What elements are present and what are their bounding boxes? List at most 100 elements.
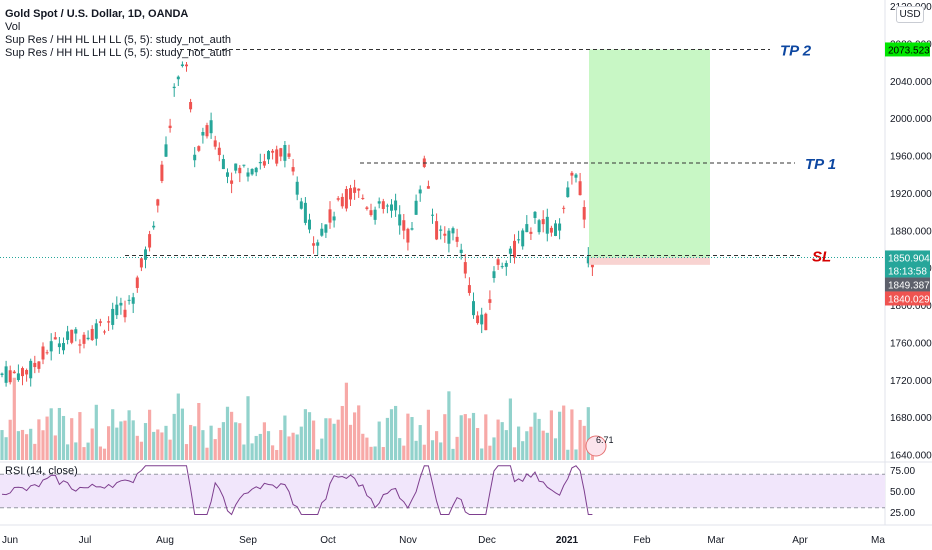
volume-bar [422, 444, 426, 460]
volume-badge: 6.71 [596, 435, 614, 445]
candle-body [90, 328, 94, 341]
volume-bar [135, 435, 139, 460]
candle-body [447, 230, 451, 244]
volume-bar [447, 391, 451, 460]
y-tick-label: 1920.000 [890, 189, 932, 200]
candle-body [537, 220, 541, 233]
candle-body [82, 334, 86, 344]
volume-bar [361, 433, 365, 460]
candle-body [361, 197, 365, 199]
volume-bar [25, 434, 29, 460]
candle-body [107, 321, 111, 323]
candle-body [480, 314, 484, 325]
candle-body [488, 299, 492, 303]
candle-body [303, 202, 307, 223]
volume-bar [463, 414, 467, 460]
candle-body [262, 161, 266, 166]
rsi-legend[interactable]: RSI (14, close) [5, 465, 78, 477]
candle-body [390, 204, 393, 211]
candle-body [0, 373, 4, 375]
candle-body [394, 200, 398, 211]
price-badge-label: 1850.904 [888, 253, 930, 264]
candle-body [578, 181, 582, 196]
volume-bar [500, 422, 504, 460]
volume-bar [53, 435, 57, 460]
volume-bar [275, 449, 279, 460]
candle-body [574, 174, 578, 178]
volume-bar [225, 406, 230, 460]
volume-bar [127, 410, 131, 460]
candle-body [189, 102, 193, 110]
x-tick-label: Aug [156, 535, 174, 546]
candle-body [476, 315, 480, 324]
candle-body [230, 180, 234, 184]
candle-body [529, 231, 533, 234]
volume-bar [336, 419, 340, 460]
candle-body [496, 259, 500, 265]
volume-bar [353, 412, 357, 460]
candle-body [381, 201, 385, 209]
candle-body [135, 277, 139, 288]
candle-body [582, 207, 586, 220]
volume-bar [582, 425, 586, 460]
volume-bar [221, 422, 225, 460]
candle-body [455, 236, 459, 242]
candle-body [459, 249, 463, 253]
candle-body [209, 120, 213, 134]
candle-body [504, 262, 508, 267]
candle-body [439, 229, 443, 231]
x-tick-label: Nov [399, 535, 417, 546]
x-tick-label: Mar [707, 535, 725, 546]
candle-body [238, 167, 242, 174]
x-tick-label: Apr [792, 535, 808, 546]
volume-bar [82, 447, 86, 460]
volume-bar [344, 382, 348, 460]
candle-body [131, 297, 135, 304]
candle-body [78, 344, 82, 346]
volume-bar [451, 448, 455, 460]
y-tick-label: 1720.000 [890, 376, 932, 387]
volume-bar [381, 447, 385, 460]
candle-body [373, 209, 377, 220]
volume-bar [230, 411, 234, 460]
volume-bar [418, 425, 422, 460]
volume-bar [529, 426, 533, 460]
currency-button[interactable]: USD [896, 6, 924, 23]
volume-bar [484, 414, 488, 460]
price-badge [885, 250, 930, 265]
volume-bar [115, 427, 119, 460]
legend-symbol-title[interactable]: Gold Spot / U.S. Dollar, 1D, OANDA [5, 8, 189, 20]
candle-body [291, 167, 295, 172]
candle-body [172, 86, 176, 89]
rsi-tick-label: 50.00 [890, 487, 915, 498]
volume-bar [492, 437, 496, 460]
candle-body [86, 337, 90, 340]
legend-study-2[interactable]: Sup Res / HH HL LH LL (5, 5): study_not_… [5, 47, 232, 59]
volume-bar [168, 439, 172, 460]
candle-body [299, 201, 303, 209]
volume-bar [271, 445, 275, 460]
volume-bar [512, 447, 517, 460]
candle-body [156, 199, 160, 206]
candle-body [562, 207, 566, 209]
volume-bar [184, 444, 189, 460]
rsi-band [0, 474, 885, 508]
candle-body [349, 188, 352, 200]
volume-bar [172, 413, 176, 460]
volume-bar [70, 418, 74, 460]
candle-body [217, 147, 221, 156]
candle-body [558, 223, 562, 231]
price-badge-label: 1849.387 [888, 280, 930, 291]
legend-study-1[interactable]: Sup Res / HH HL LH LL (5, 5): study_not_… [5, 34, 232, 46]
y-tick-label: 1960.000 [890, 152, 932, 163]
volume-bar [45, 416, 49, 460]
candle-body [103, 331, 106, 333]
volume-bar [357, 405, 361, 460]
volume-bar [533, 412, 537, 460]
candle-body [98, 321, 102, 323]
candle-body [267, 151, 270, 160]
volume-bar [517, 426, 521, 460]
legend-volume[interactable]: Vol [5, 21, 21, 33]
candle-body [74, 329, 78, 334]
